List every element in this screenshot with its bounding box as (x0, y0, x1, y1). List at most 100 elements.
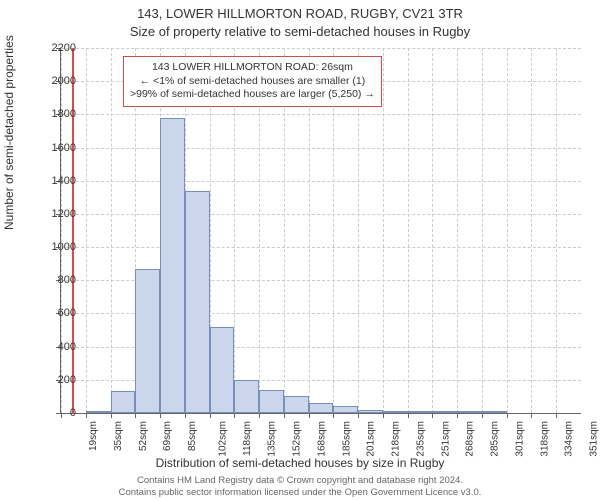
xtick-mark (284, 413, 285, 418)
xtick-label: 19sqm (88, 421, 99, 451)
xtick-label: 52sqm (138, 421, 149, 451)
xtick-label: 285sqm (490, 421, 501, 457)
gridline-v (507, 48, 509, 413)
xtick-mark (234, 413, 235, 418)
gridline-v (61, 48, 63, 413)
xtick-label: 35sqm (113, 421, 124, 451)
gridline-h (61, 114, 581, 116)
footer-line-2: Contains public sector information licen… (119, 487, 482, 498)
xtick-mark (432, 413, 433, 418)
ytick-label: 1800 (36, 108, 76, 120)
histogram-bar (358, 410, 383, 413)
histogram-bar (432, 411, 457, 413)
chart-subtitle: Size of property relative to semi-detach… (0, 24, 600, 39)
xtick-mark (135, 413, 136, 418)
xtick-mark (86, 413, 87, 418)
xtick-label: 251sqm (440, 421, 451, 457)
xtick-mark (210, 413, 211, 418)
gridline-v (556, 48, 558, 413)
xtick-label: 185sqm (341, 421, 352, 457)
histogram-bar (383, 411, 408, 413)
histogram-bar (86, 411, 111, 413)
gridline-v (86, 48, 88, 413)
ytick-label: 1400 (36, 175, 76, 187)
histogram-bar (234, 380, 259, 413)
annotation-line: >99% of semi-detached houses are larger … (130, 88, 375, 102)
gridline-v (531, 48, 533, 413)
histogram-bar (210, 327, 235, 413)
ytick-label: 2000 (36, 75, 76, 87)
gridline-v (457, 48, 459, 413)
gridline-v (432, 48, 434, 413)
xtick-label: 69sqm (162, 421, 173, 451)
histogram-bar (408, 411, 433, 413)
histogram-bar (482, 411, 507, 413)
xtick-mark (408, 413, 409, 418)
ytick-label: 2200 (36, 42, 76, 54)
gridline-v (482, 48, 484, 413)
xtick-label: 334sqm (564, 421, 575, 457)
gridline-h (61, 48, 581, 50)
histogram-bar (111, 391, 136, 413)
y-axis-label: Number of semi-detached properties (2, 35, 16, 230)
xtick-mark (383, 413, 384, 418)
ytick-label: 0 (36, 407, 76, 419)
xtick-label: 301sqm (515, 421, 526, 457)
gridline-h (61, 148, 581, 150)
xtick-mark (507, 413, 508, 418)
xtick-label: 218sqm (391, 421, 402, 457)
xtick-mark (457, 413, 458, 418)
xtick-label: 135sqm (267, 421, 278, 457)
histogram-bar (457, 411, 482, 413)
xtick-mark (111, 413, 112, 418)
xtick-label: 318sqm (539, 421, 550, 457)
histogram-bar (309, 403, 334, 413)
xtick-mark (531, 413, 532, 418)
x-axis-label: Distribution of semi-detached houses by … (0, 456, 600, 470)
xtick-label: 168sqm (316, 421, 327, 457)
histogram-bar (259, 390, 284, 413)
ytick-label: 600 (36, 307, 76, 319)
xtick-label: 102sqm (217, 421, 228, 457)
xtick-label: 268sqm (465, 421, 476, 457)
annotation-box: 143 LOWER HILLMORTON ROAD: 26sqm← <1% of… (123, 56, 382, 107)
xtick-mark (259, 413, 260, 418)
histogram-bar (333, 406, 358, 413)
xtick-label: 201sqm (366, 421, 377, 457)
annotation-line: 143 LOWER HILLMORTON ROAD: 26sqm (130, 61, 375, 75)
chart-title: 143, LOWER HILLMORTON ROAD, RUGBY, CV21 … (0, 6, 600, 21)
plot-area: 143 LOWER HILLMORTON ROAD: 26sqm← <1% of… (60, 48, 581, 414)
footer-line-1: Contains HM Land Registry data © Crown c… (137, 475, 463, 486)
xtick-mark (482, 413, 483, 418)
gridline-h (61, 247, 581, 249)
xtick-label: 118sqm (241, 421, 252, 456)
ytick-label: 1200 (36, 208, 76, 220)
xtick-mark (556, 413, 557, 418)
xtick-mark (333, 413, 334, 418)
xtick-label: 235sqm (415, 421, 426, 457)
xtick-mark (309, 413, 310, 418)
xtick-mark (185, 413, 186, 418)
xtick-label: 351sqm (589, 421, 600, 457)
gridline-v (383, 48, 385, 413)
xtick-mark (358, 413, 359, 418)
xtick-label: 85sqm (187, 421, 198, 451)
ytick-label: 200 (36, 374, 76, 386)
histogram-bar (185, 191, 210, 413)
annotation-line: ← <1% of semi-detached houses are smalle… (130, 75, 375, 89)
histogram-bar (160, 118, 185, 413)
ytick-label: 800 (36, 274, 76, 286)
gridline-h (61, 181, 581, 183)
property-marker-line (72, 48, 74, 413)
ytick-label: 400 (36, 341, 76, 353)
gridline-v (111, 48, 113, 413)
histogram-bar (135, 269, 160, 413)
ytick-label: 1600 (36, 142, 76, 154)
property-size-chart: 143, LOWER HILLMORTON ROAD, RUGBY, CV21 … (0, 0, 600, 500)
gridline-v (408, 48, 410, 413)
histogram-bar (284, 396, 309, 413)
xtick-label: 152sqm (292, 421, 303, 457)
footer-attribution: Contains HM Land Registry data © Crown c… (0, 475, 600, 498)
xtick-mark (160, 413, 161, 418)
ytick-label: 1000 (36, 241, 76, 253)
